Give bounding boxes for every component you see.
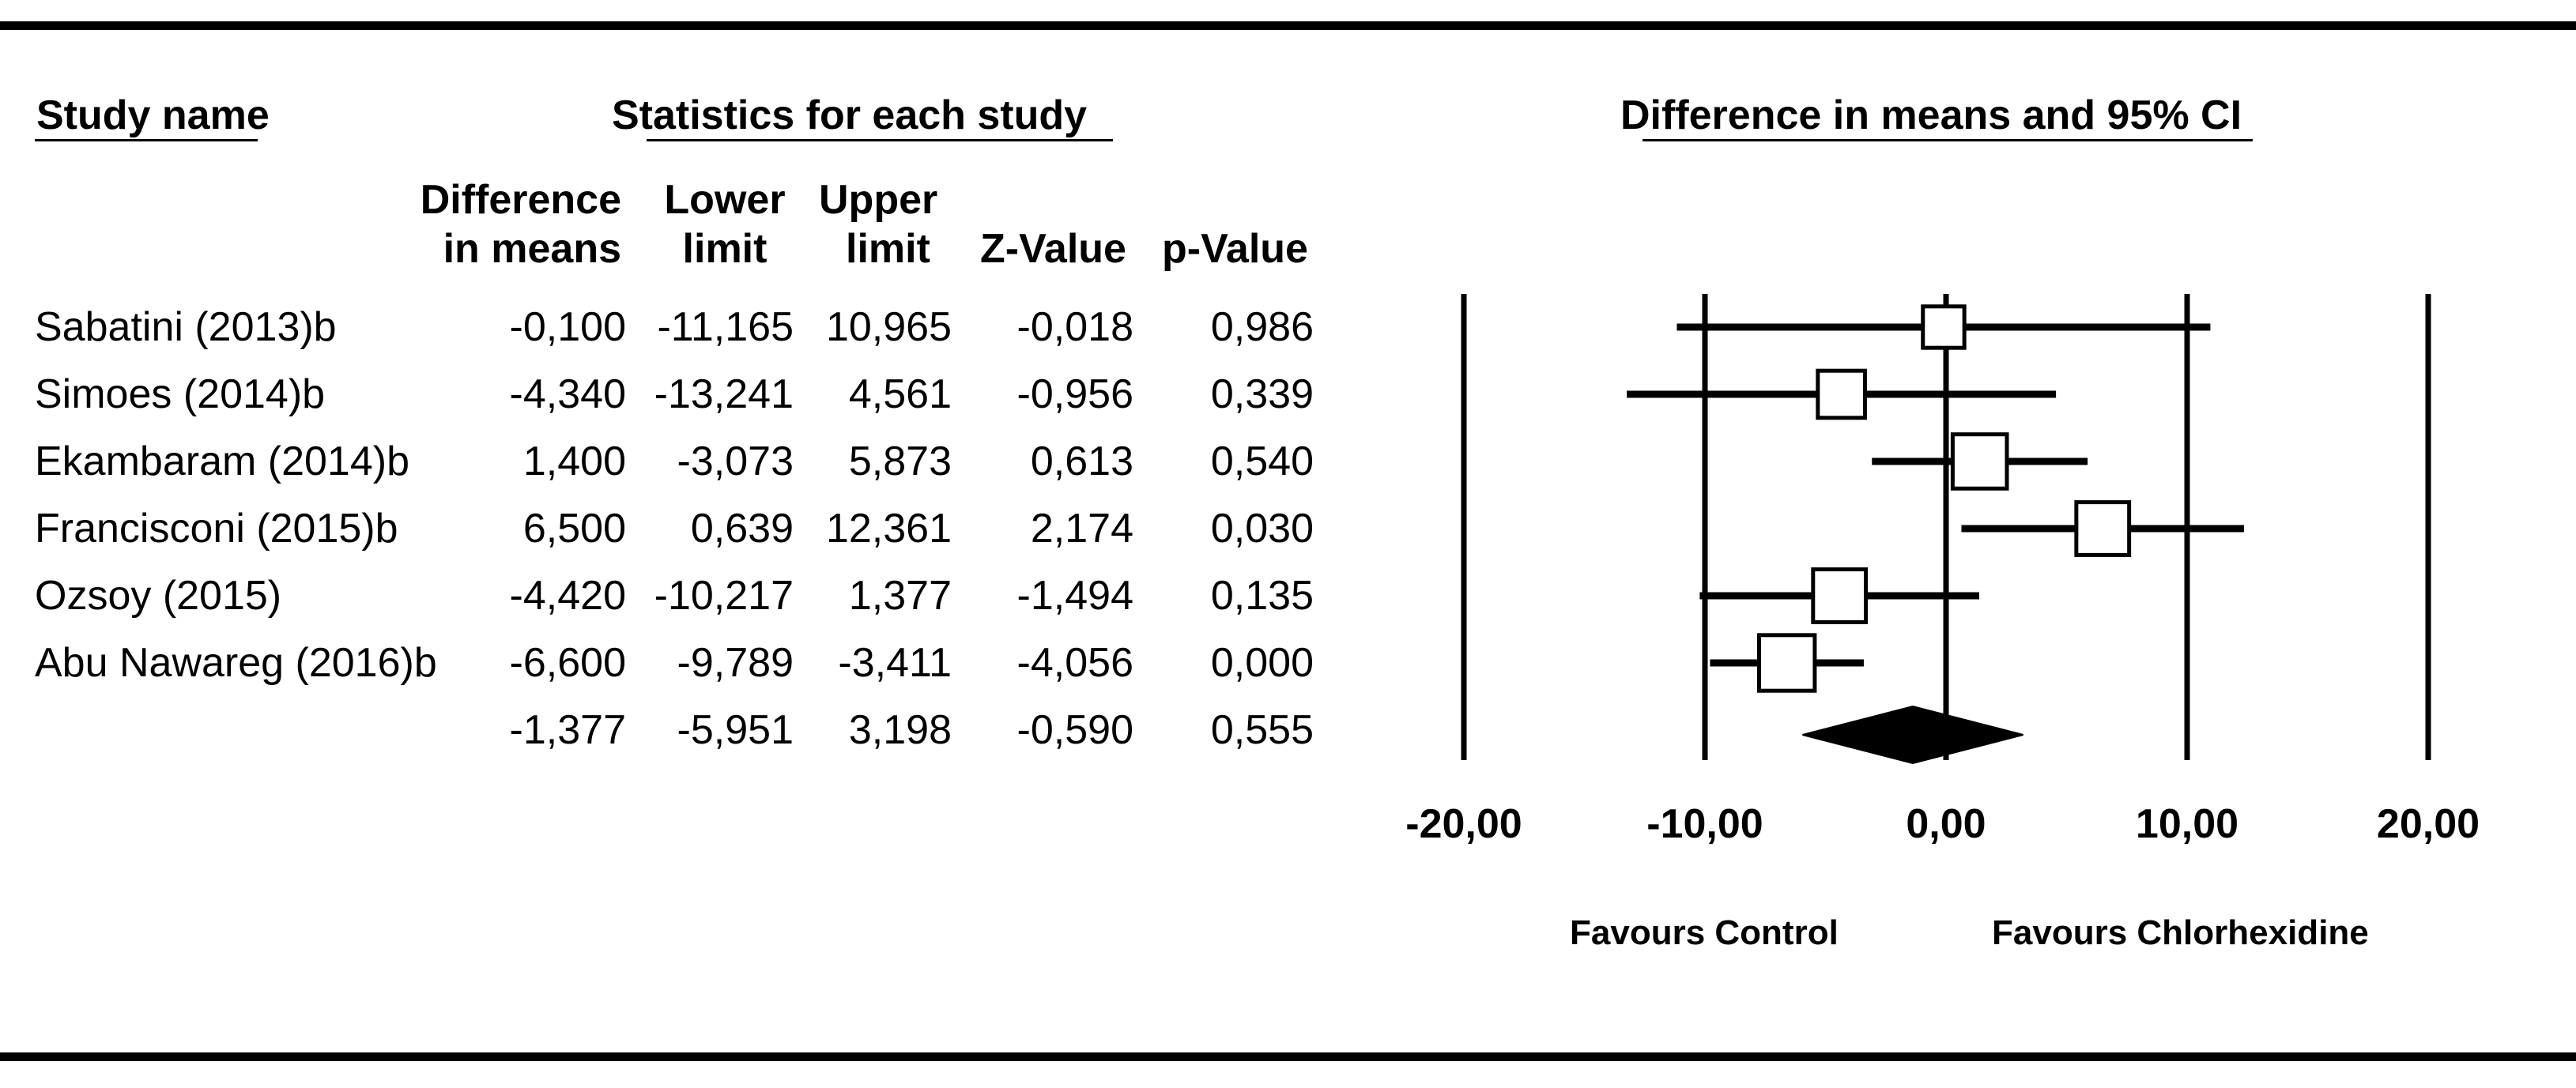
p-cell: 0,540 [1210,439,1314,484]
top-rule [0,21,2576,30]
summary-diamond [1802,705,2023,765]
p-cell: 0,986 [1210,304,1314,350]
x-tick-label: 10,00 [2136,801,2238,847]
upper-cell: -3,411 [838,640,952,686]
statistics-header: Statistics for each study [612,92,1088,138]
col-header-lower-line2: limit [682,226,768,272]
diff-cell: -1,377 [509,707,626,753]
upper-cell: 3,198 [848,707,952,753]
diff-cell: -4,340 [509,371,626,417]
favours-right-label: Favours Chlorhexidine [1992,913,2369,952]
lower-cell: -3,073 [677,439,794,484]
study-name-cell: Abu Nawareg (2016)b [35,640,437,686]
col-header-diff: Difference in means [421,175,621,273]
col-header-upper: Upper limit [819,175,937,273]
x-tick-label: 0,00 [1906,801,1986,847]
point-estimate-box [2074,500,2132,557]
plot-title: Difference in means and 95% CI [1620,92,2242,138]
diff-cell: 6,500 [522,506,626,552]
z-cell: -0,590 [1016,707,1133,753]
lower-cell: 0,639 [690,506,794,552]
upper-cell: 4,561 [848,371,952,417]
point-estimate-box [1811,567,1869,624]
diff-cell: -4,420 [509,573,626,619]
upper-cell: 10,965 [825,304,952,350]
x-tick-label: -20,00 [1405,801,1522,847]
z-cell: 2,174 [1030,506,1133,552]
study-name-header: Study name [36,92,270,138]
x-tick-label: -10,00 [1646,801,1763,847]
plot-title-underline [1643,139,2253,141]
z-cell: 0,613 [1030,439,1133,484]
p-cell: 0,030 [1210,506,1314,552]
col-header-z: Z-Value [980,226,1126,272]
point-estimate-box [1757,633,1817,693]
favours-left-label: Favours Control [1570,913,1839,952]
p-cell: 0,000 [1210,640,1314,686]
diff-cell: -6,600 [509,640,626,686]
study-name-cell: Simoes (2014)b [35,371,326,417]
p-cell: 0,339 [1210,371,1314,417]
col-header-upper-line1: Upper [819,177,938,223]
bottom-rule [0,1052,2576,1061]
statistics-underline [647,139,1113,141]
z-cell: -4,056 [1016,640,1133,686]
study-name-cell: Sabatini (2013)b [35,304,337,350]
lower-cell: -5,951 [677,707,794,753]
diff-cell: 1,400 [522,439,626,484]
lower-cell: -11,165 [657,304,794,350]
lower-cell: -9,789 [677,640,794,686]
upper-cell: 5,873 [848,439,952,484]
point-estimate-box [1816,368,1867,420]
col-header-upper-line2: limit [846,226,930,272]
col-header-lower-line1: Lower [664,177,786,223]
point-estimate-box [1921,304,1967,350]
x-tick-label: 20,00 [2377,801,2480,847]
z-cell: -0,018 [1016,304,1133,350]
lower-cell: -13,241 [654,371,794,417]
p-cell: 0,555 [1210,707,1314,753]
col-header-lower: Lower limit [658,175,792,273]
p-cell: 0,135 [1210,573,1314,619]
lower-cell: -10,217 [654,573,794,619]
z-cell: -1,494 [1016,573,1133,619]
col-header-diff-line2: in means [443,226,621,272]
study-name-cell: Ozsoy (2015) [35,573,282,619]
upper-cell: 1,377 [848,573,952,619]
col-header-p: p-Value [1162,226,1308,272]
z-cell: -0,956 [1016,371,1133,417]
study-name-underline [35,139,258,141]
diff-cell: -0,100 [509,304,626,350]
point-estimate-box [1950,432,2009,491]
study-name-cell: Francisconi (2015)b [35,506,398,552]
study-name-cell: Ekambaram (2014)b [35,439,409,484]
col-header-diff-line1: Difference [420,177,621,223]
upper-cell: 12,361 [825,506,952,552]
